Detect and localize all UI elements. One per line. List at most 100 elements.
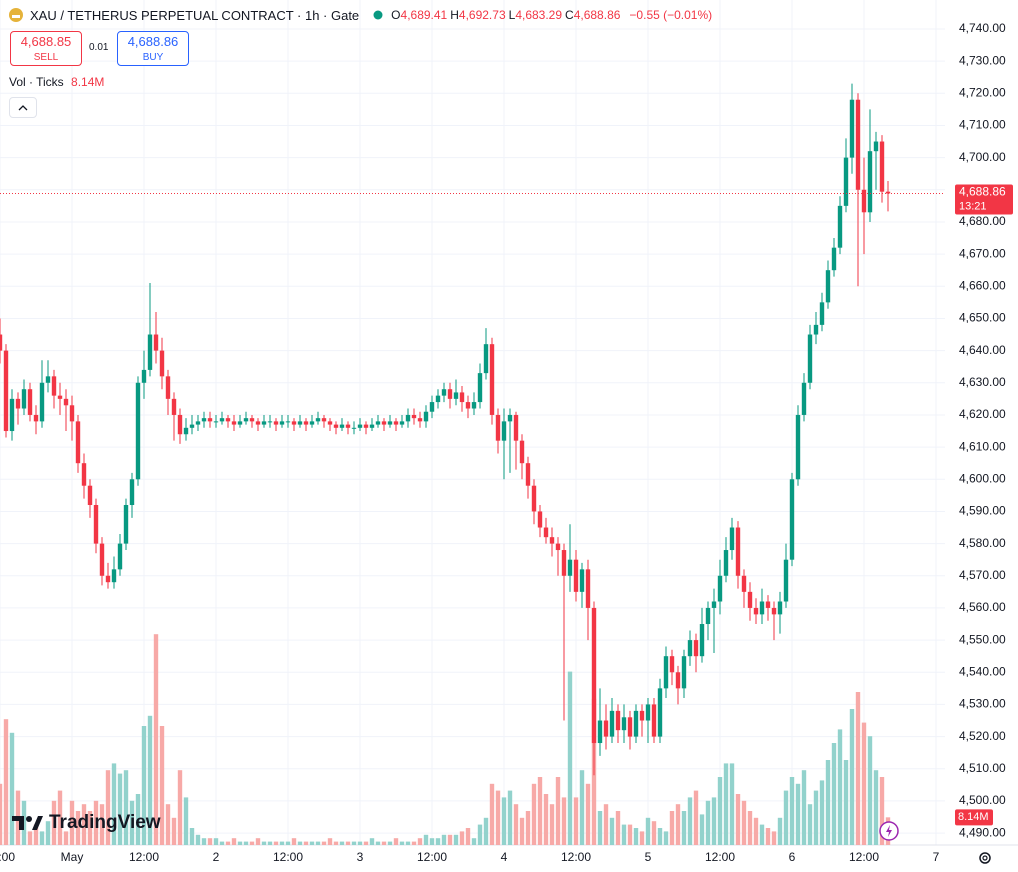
volume-badge [955, 809, 993, 826]
volume-bar [369, 838, 375, 845]
candle-body [147, 334, 153, 370]
x-tick-label: 6 [789, 850, 796, 864]
header: XAU / TETHERUS PERPETUAL CONTRACT · 1h ·… [8, 7, 712, 23]
candle-body [249, 418, 255, 422]
y-tick-label: 4,550.00 [959, 632, 1006, 646]
volume-bar [651, 821, 657, 845]
candle-body [357, 424, 363, 428]
x-tick-label: 12:00 [417, 850, 447, 864]
volume-bar [123, 770, 129, 845]
volume-bar [87, 811, 93, 845]
volume-bar [69, 800, 75, 845]
volume-bar [207, 838, 213, 845]
volume-bar [567, 671, 573, 845]
change: −0.55 (−0.01%) [629, 8, 713, 22]
volume-bar [117, 773, 123, 845]
volume-bar [63, 831, 69, 845]
volume-title: Vol · Ticks [9, 75, 64, 89]
volume-bar [291, 838, 297, 845]
candle-body [159, 350, 165, 377]
candle-body [849, 99, 855, 158]
volume-bar [105, 770, 111, 845]
candle-body [537, 511, 543, 528]
candle-body [681, 656, 687, 689]
collapse-button[interactable] [9, 97, 37, 118]
candle-body [579, 569, 585, 592]
volume-bar [459, 831, 465, 845]
volume-bar [189, 828, 195, 845]
sell-button[interactable]: 4,688.85 SELL [10, 31, 82, 66]
candle-body [393, 421, 399, 425]
volume-bar [441, 834, 447, 845]
volume-bar [831, 743, 837, 845]
candle-body [387, 421, 393, 425]
volume-bar [609, 817, 615, 845]
candle-body [411, 414, 417, 419]
y-tick-label: 4,570.00 [959, 568, 1006, 582]
volume-bar [201, 838, 207, 845]
candle-body [129, 479, 135, 506]
ohlc-key: O [391, 8, 401, 22]
sell-label: SELL [33, 52, 59, 63]
ohlc-value: 4,688.86 [573, 8, 621, 22]
chevron-icon [18, 105, 28, 111]
x-tick-label: 2 [213, 850, 220, 864]
symbol-title[interactable]: XAU / TETHERUS PERPETUAL CONTRACT · 1h ·… [30, 7, 360, 23]
candle-body [27, 389, 33, 415]
candle-body [693, 640, 699, 657]
volume-bar [705, 800, 711, 845]
volume-indicator[interactable]: Vol · Ticks 8.14M [9, 75, 104, 89]
volume-bar [429, 838, 435, 845]
settings-button[interactable] [977, 850, 993, 866]
candle-body [423, 411, 429, 422]
volume-bar [477, 824, 483, 845]
volume-bar [807, 804, 813, 845]
volume-bar [561, 797, 567, 845]
candle-body [843, 157, 849, 206]
candle-body [765, 601, 771, 608]
candle-body [729, 527, 735, 551]
volume-bar [267, 841, 273, 845]
candle-body [651, 704, 657, 737]
y-tick-label: 4,630.00 [959, 375, 1006, 389]
volume-bar [873, 770, 879, 845]
candle-body [699, 624, 705, 657]
candle-body [543, 527, 549, 538]
candle-body [39, 382, 45, 422]
lightning-button[interactable] [878, 820, 900, 842]
y-tick-label: 4,600.00 [959, 471, 1006, 485]
candle-body [435, 395, 441, 403]
volume-bar [861, 722, 867, 845]
candle-body [723, 550, 729, 576]
candle-body [165, 376, 171, 399]
x-tick-label: 12:00 [273, 850, 303, 864]
volume-bar [147, 715, 153, 845]
candle-body [501, 421, 507, 441]
candle-body [567, 559, 573, 576]
volume-bar [747, 811, 753, 845]
brand[interactable]: TradingView [10, 812, 161, 834]
volume-bar [387, 841, 393, 845]
buy-button[interactable]: 4,688.86 BUY [117, 31, 189, 66]
candle-body [879, 141, 885, 192]
candle-body [771, 607, 777, 615]
candle-body [339, 424, 345, 428]
volume-bar [213, 838, 219, 845]
x-tick-label: 4 [501, 850, 508, 864]
last-price-badge [955, 184, 1013, 215]
volume-bar [333, 841, 339, 845]
candle-body [303, 421, 309, 425]
candle-body [759, 601, 765, 615]
volume-bar [219, 841, 225, 845]
volume-bar [639, 831, 645, 845]
candle-body [111, 569, 117, 583]
volume-bar [669, 811, 675, 845]
candle-body [669, 656, 675, 673]
volume-bar [303, 841, 309, 845]
volume-bar [315, 841, 321, 845]
volume-bar [783, 790, 789, 845]
candle-body [747, 591, 753, 608]
volume-bar [159, 726, 165, 845]
volume-bar [741, 800, 747, 845]
volume-bar [711, 797, 717, 845]
